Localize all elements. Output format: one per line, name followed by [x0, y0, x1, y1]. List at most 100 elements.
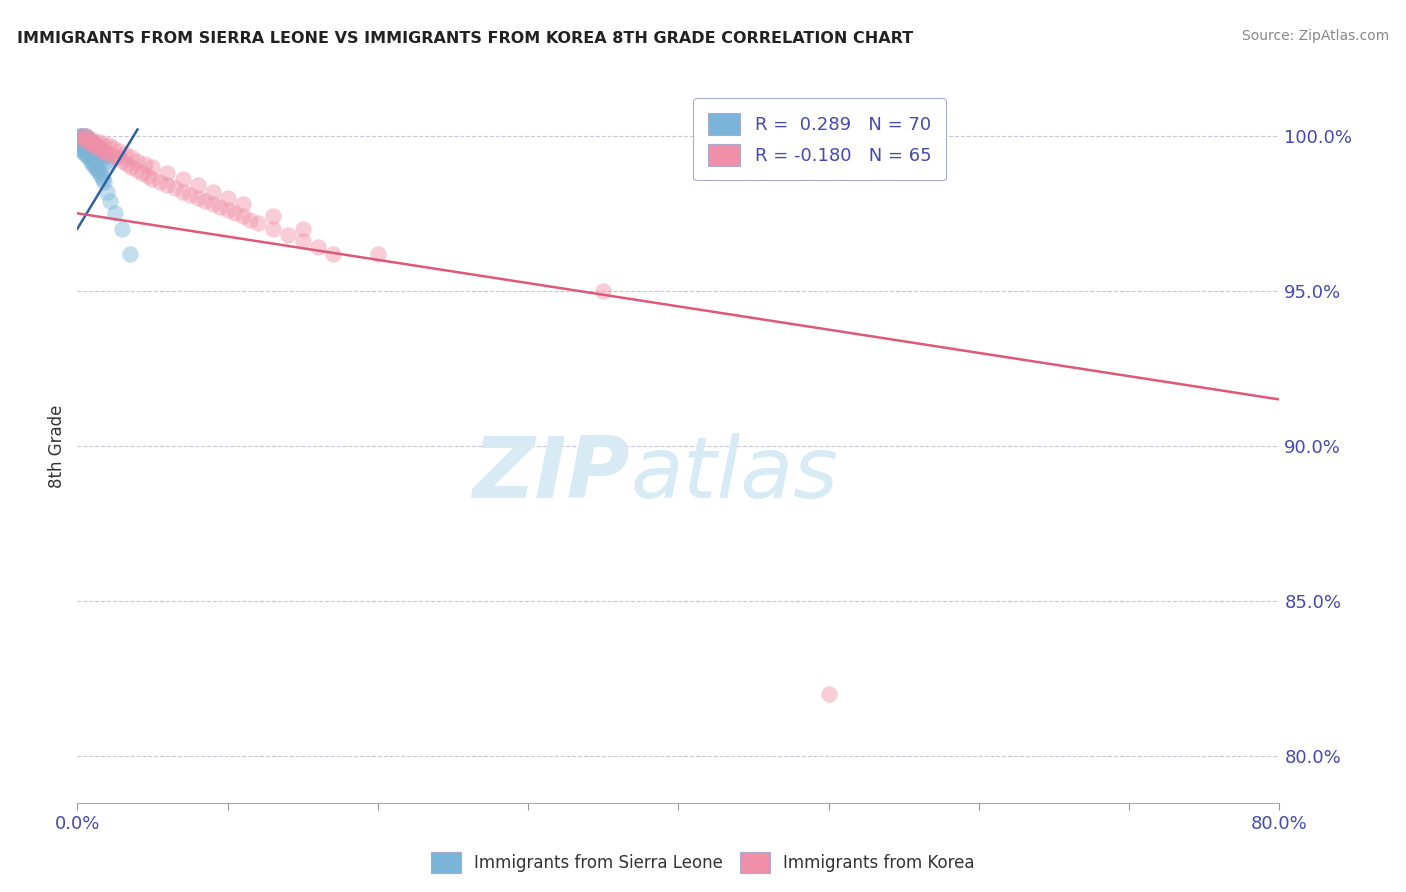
Point: [86, 162, 108, 177]
Point: [239, 212, 262, 227]
Point: [89, 166, 111, 180]
Point: [100, 194, 122, 208]
Point: [75, 138, 97, 153]
Point: [114, 147, 136, 161]
Point: [262, 210, 284, 224]
Point: [246, 216, 269, 230]
Point: [120, 151, 142, 165]
Point: [136, 169, 159, 183]
Point: [217, 203, 239, 218]
Point: [100, 147, 122, 161]
Point: [209, 200, 232, 214]
Legend: R =  0.289   N = 70, R = -0.180   N = 65: R = 0.289 N = 70, R = -0.180 N = 65: [693, 98, 946, 180]
Point: [73, 135, 96, 149]
Point: [83, 141, 105, 155]
Point: [82, 156, 104, 170]
Point: [75, 128, 97, 143]
Point: [72, 128, 94, 143]
Point: [72, 138, 94, 153]
Point: [592, 284, 614, 298]
Point: [72, 145, 94, 159]
Point: [82, 138, 104, 153]
Point: [187, 178, 209, 193]
Point: [87, 162, 110, 177]
Point: [93, 145, 115, 159]
Point: [134, 156, 156, 170]
Point: [79, 138, 101, 153]
Point: [163, 181, 186, 195]
Point: [69, 135, 91, 149]
Point: [179, 187, 201, 202]
Point: [76, 132, 98, 146]
Point: [80, 141, 103, 155]
Point: [367, 246, 389, 260]
Point: [291, 222, 314, 236]
Point: [79, 132, 101, 146]
Point: [94, 153, 117, 168]
Point: [103, 141, 125, 155]
Point: [93, 151, 115, 165]
Point: [96, 147, 118, 161]
Point: [232, 210, 254, 224]
Point: [70, 128, 93, 143]
Point: [141, 172, 163, 186]
Point: [86, 141, 108, 155]
Point: [89, 141, 111, 155]
Point: [84, 141, 107, 155]
Point: [217, 191, 239, 205]
Point: [84, 135, 107, 149]
Point: [97, 138, 120, 153]
Point: [84, 138, 107, 153]
Point: [80, 138, 103, 153]
Point: [291, 234, 314, 248]
Point: [232, 197, 254, 211]
Point: [111, 153, 134, 168]
Point: [80, 153, 103, 168]
Point: [70, 135, 93, 149]
Point: [93, 138, 115, 153]
Point: [201, 197, 224, 211]
Legend: Immigrants from Sierra Leone, Immigrants from Korea: Immigrants from Sierra Leone, Immigrants…: [425, 846, 981, 880]
Point: [156, 178, 179, 193]
Point: [96, 156, 118, 170]
Point: [82, 138, 104, 153]
Point: [84, 138, 107, 153]
Point: [70, 145, 93, 159]
Point: [172, 185, 194, 199]
Point: [90, 147, 112, 161]
Text: IMMIGRANTS FROM SIERRA LEONE VS IMMIGRANTS FROM KOREA 8TH GRADE CORRELATION CHAR: IMMIGRANTS FROM SIERRA LEONE VS IMMIGRAN…: [17, 31, 912, 46]
Point: [89, 135, 111, 149]
Text: Source: ZipAtlas.com: Source: ZipAtlas.com: [1241, 29, 1389, 43]
Point: [70, 138, 93, 153]
Point: [84, 160, 107, 174]
Point: [72, 135, 94, 149]
Point: [83, 138, 105, 153]
Point: [156, 166, 179, 180]
Point: [322, 246, 344, 260]
Point: [104, 151, 127, 165]
Point: [131, 166, 153, 180]
Point: [96, 185, 118, 199]
Point: [82, 141, 104, 155]
Point: [75, 128, 97, 143]
Point: [224, 206, 246, 220]
Point: [80, 132, 103, 146]
Point: [89, 141, 111, 155]
Point: [70, 128, 93, 143]
Point: [89, 145, 111, 159]
Point: [83, 156, 105, 170]
Point: [91, 145, 114, 159]
Point: [90, 169, 112, 183]
Point: [69, 141, 91, 155]
Point: [91, 172, 114, 186]
Point: [107, 151, 129, 165]
Point: [73, 138, 96, 153]
Point: [120, 160, 142, 174]
Point: [75, 135, 97, 149]
Point: [67, 128, 90, 143]
Point: [262, 222, 284, 236]
Point: [76, 135, 98, 149]
Point: [108, 145, 131, 159]
Point: [172, 172, 194, 186]
Point: [79, 135, 101, 149]
